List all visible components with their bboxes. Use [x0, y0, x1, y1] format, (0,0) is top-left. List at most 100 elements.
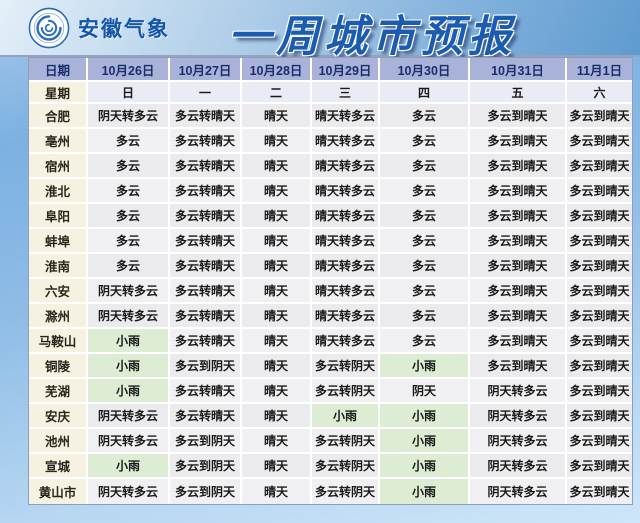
forecast-cell: 晴天转多云 [312, 179, 380, 204]
weekday-cell: 六 [567, 82, 632, 104]
table-row: 合肥 阴天转多云 多云转晴天 晴天 晴天转多云 多云 多云到晴天 多云到晴天 [29, 104, 632, 129]
forecast-cell: 阴天转多云 [88, 304, 170, 329]
forecast-cell: 小雨 [88, 454, 170, 479]
forecast-cell: 晴天转多云 [312, 204, 380, 229]
forecast-cell: 多云 [380, 229, 470, 254]
forecast-cell: 晴天转多云 [312, 329, 380, 354]
forecast-cell: 晴天 [242, 154, 312, 179]
forecast-cell: 多云到晴天 [567, 454, 632, 479]
forecast-cell: 小雨 [88, 329, 170, 354]
forecast-cell: 多云 [88, 179, 170, 204]
forecast-cell: 晴天转多云 [312, 104, 380, 129]
table-row: 淮北 多云 多云转晴天 晴天 晴天转多云 多云 多云到晴天 多云到晴天 [29, 179, 632, 204]
forecast-cell: 多云到晴天 [567, 429, 632, 454]
forecast-cell: 小雨 [380, 429, 470, 454]
forecast-cell: 多云转晴天 [170, 279, 242, 304]
city-name: 亳州 [29, 129, 88, 154]
date-header-cell: 10月30日 [380, 58, 470, 82]
forecast-cell: 多云到晴天 [567, 229, 632, 254]
forecast-cell: 多云 [380, 154, 470, 179]
weekday-cell: 三 [312, 82, 380, 104]
weekday-cell: 日 [88, 82, 170, 104]
forecast-cell: 多云到晴天 [567, 254, 632, 279]
forecast-cell: 晴天 [242, 229, 312, 254]
forecast-cell: 小雨 [380, 404, 470, 429]
week-header-label: 星期 [29, 82, 88, 104]
forecast-cell: 多云转晴天 [170, 129, 242, 154]
forecast-cell: 阴天转多云 [88, 404, 170, 429]
weekday-cell: 二 [242, 82, 312, 104]
city-name: 芜湖 [29, 379, 88, 404]
table-row: 淮南 多云 多云转晴天 晴天 晴天转多云 多云 多云到晴天 多云到晴天 [29, 254, 632, 279]
forecast-cell: 小雨 [312, 404, 380, 429]
forecast-cell: 多云 [380, 254, 470, 279]
date-header-cell: 10月31日 [470, 58, 567, 82]
forecast-cell: 多云 [380, 304, 470, 329]
table-row: 宣城 小雨 多云到阴天 晴天 多云转阴天 小雨 阴天转多云 多云到晴天 [29, 454, 632, 479]
forecast-cell: 晴天 [242, 454, 312, 479]
header-banner: 安徽气象 一周城市预报 [0, 0, 640, 61]
forecast-cell: 小雨 [380, 479, 470, 504]
table-row: 宿州 多云 多云转晴天 晴天 晴天转多云 多云 多云到晴天 多云到晴天 [29, 154, 632, 179]
forecast-cell: 多云转阴天 [312, 379, 380, 404]
forecast-table-container: 日期 10月26日 10月27日 10月28日 10月29日 10月30日 10月31日 1… [28, 57, 633, 505]
city-name: 池州 [29, 429, 88, 454]
table-row: 芜湖 小雨 多云转晴天 晴天 多云转阴天 阴天 阴天转多云 多云到晴天 [29, 379, 632, 404]
forecast-cell: 晴天 [242, 279, 312, 304]
anhui-meteorology-spiral-logo-icon [28, 7, 70, 48]
forecast-cell: 多云到晴天 [470, 154, 567, 179]
forecast-cell: 多云到晴天 [470, 104, 567, 129]
forecast-cell: 晴天 [242, 304, 312, 329]
city-name: 滁州 [29, 304, 88, 329]
forecast-cell: 晴天转多云 [312, 154, 380, 179]
forecast-cell: 多云到晴天 [567, 304, 632, 329]
forecast-cell: 晴天 [242, 379, 312, 404]
forecast-cell: 阴天转多云 [470, 454, 567, 479]
forecast-cell: 多云到晴天 [567, 329, 632, 354]
forecast-cell: 多云到晴天 [470, 129, 567, 154]
forecast-cell: 多云 [88, 229, 170, 254]
forecast-cell: 晴天 [242, 204, 312, 229]
forecast-cell: 多云转阴天 [312, 479, 380, 504]
forecast-cell: 晴天 [242, 104, 312, 129]
forecast-cell: 多云到晴天 [470, 179, 567, 204]
forecast-cell: 小雨 [88, 354, 170, 379]
forecast-cell: 多云 [88, 154, 170, 179]
date-header-cell: 11月1日 [567, 58, 632, 82]
forecast-cell: 多云到阴天 [170, 354, 242, 379]
forecast-cell: 晴天转多云 [312, 304, 380, 329]
forecast-cell: 多云 [380, 129, 470, 154]
forecast-cell: 多云转晴天 [170, 304, 242, 329]
forecast-cell: 小雨 [380, 454, 470, 479]
forecast-cell: 多云转晴天 [170, 254, 242, 279]
city-name: 淮北 [29, 179, 88, 204]
table-row: 滁州 阴天转多云 多云转晴天 晴天 晴天转多云 多云 多云到晴天 多云到晴天 [29, 304, 632, 329]
forecast-cell: 晴天 [242, 129, 312, 154]
forecast-cell: 多云到晴天 [470, 329, 567, 354]
city-name: 马鞍山 [29, 329, 88, 354]
forecast-cell: 晴天转多云 [312, 129, 380, 154]
forecast-cell: 多云到晴天 [567, 404, 632, 429]
table-row: 安庆 阴天转多云 多云转晴天 晴天 小雨 小雨 阴天转多云 多云到晴天 [29, 404, 632, 429]
forecast-cell: 阴天转多云 [88, 104, 170, 129]
forecast-cell: 多云转晴天 [170, 204, 242, 229]
page-title: 一周城市预报 [228, 13, 516, 61]
forecast-cell: 多云到晴天 [567, 479, 632, 504]
forecast-cell: 晴天 [242, 429, 312, 454]
forecast-cell: 多云到晴天 [567, 104, 632, 129]
forecast-cell: 阴天转多云 [88, 279, 170, 304]
city-name: 宣城 [29, 454, 88, 479]
forecast-cell: 多云转晴天 [170, 379, 242, 404]
date-header-cell: 10月29日 [312, 58, 380, 82]
forecast-cell: 多云到晴天 [470, 254, 567, 279]
forecast-cell: 晴天转多云 [312, 229, 380, 254]
city-name: 宿州 [29, 154, 88, 179]
table-row: 蚌埠 多云 多云转晴天 晴天 晴天转多云 多云 多云到晴天 多云到晴天 [29, 229, 632, 254]
forecast-cell: 多云到晴天 [567, 279, 632, 304]
forecast-cell: 晴天 [242, 329, 312, 354]
forecast-cell: 多云到晴天 [470, 279, 567, 304]
weekday-cell: 五 [470, 82, 567, 104]
city-name: 蚌埠 [29, 229, 88, 254]
forecast-cell: 多云到晴天 [470, 304, 567, 329]
weekday-cell: 四 [380, 82, 470, 104]
